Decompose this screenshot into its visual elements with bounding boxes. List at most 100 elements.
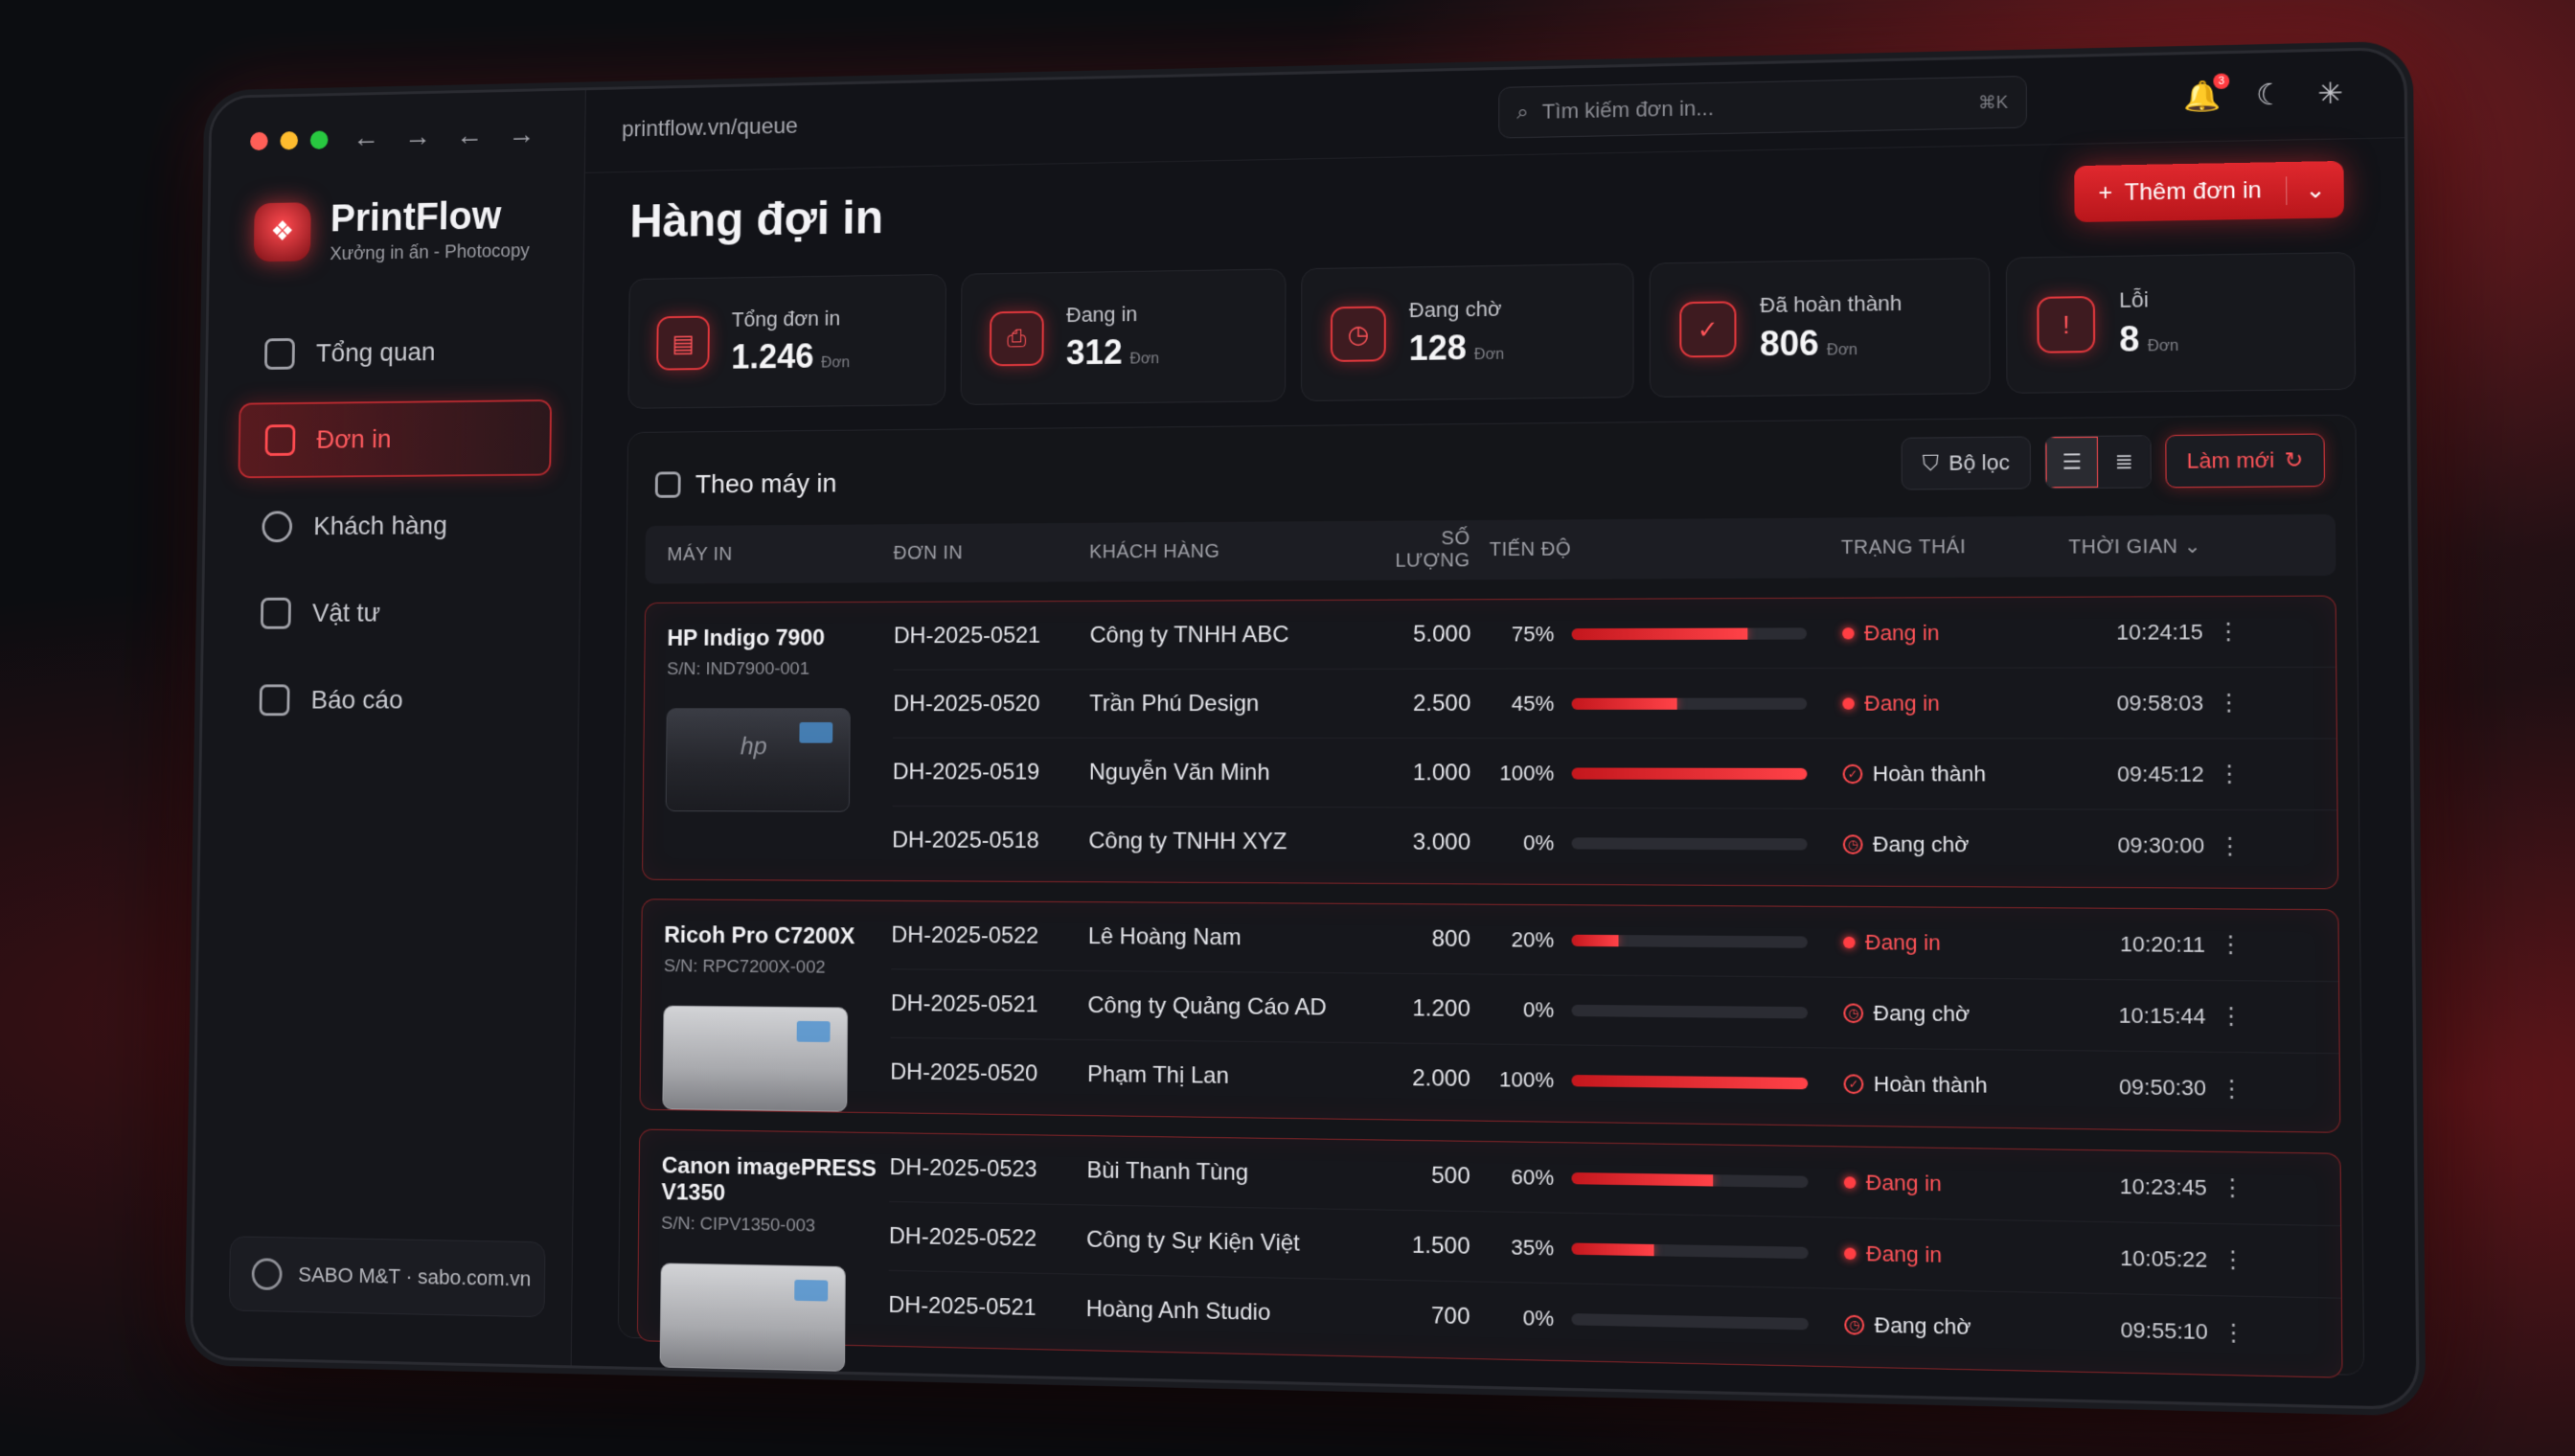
status-label: Đang chờ — [1873, 1000, 1971, 1026]
customer-name: Công ty Sự Kiện Việt — [1086, 1225, 1300, 1257]
progress-bar — [1571, 1004, 1809, 1018]
progress-fill — [1571, 1075, 1809, 1090]
header-time[interactable]: THỜI GIAN ⌄ — [2061, 534, 2201, 558]
order-time: 09:58:03 — [2116, 690, 2204, 716]
filter-button[interactable]: ⛉ Bộ lọc — [1901, 436, 2032, 490]
order-time: 09:55:10 — [2120, 1317, 2208, 1345]
back-arrow-icon[interactable]: ← — [456, 120, 484, 151]
progress-percent: 45% — [1511, 691, 1555, 716]
panel-title: Theo máy in — [654, 468, 837, 500]
search-input[interactable]: ⌕ Tìm kiếm đơn in... ⌘K — [1498, 75, 2028, 139]
status-badge: Đang in — [1843, 1170, 2065, 1198]
footer-card[interactable]: SABO M&T · sabo.com.vn — [228, 1236, 546, 1318]
progress-percent: 60% — [1511, 1164, 1555, 1190]
top-icons: 🔔 3 ☾ ✳ — [2183, 73, 2344, 114]
footer-text: SABO M&T · sabo.com.vn — [298, 1263, 532, 1291]
sidebar-item-print-orders[interactable]: Đơn in — [238, 399, 553, 479]
table-row[interactable]: DH-2025-0521 Công ty TNHH ABC 5.000 75% Đang… — [893, 596, 2336, 671]
url-bar[interactable]: printflow.vn/queue — [621, 113, 799, 143]
header-order[interactable]: ĐƠN IN — [893, 541, 964, 564]
more-actions-icon[interactable]: ⋮ — [2217, 832, 2243, 860]
quantity: 1.500 — [1411, 1231, 1470, 1260]
users-icon — [262, 511, 293, 543]
stat-card-printing: ⎙ Đang in 312 Đơn — [960, 268, 1287, 405]
order-time: 10:05:22 — [2120, 1244, 2208, 1272]
sidebar: ← → ← → ❖ PrintFlow Xưởng in ấn - Photoc… — [192, 90, 586, 1366]
status-label: Đang in — [1865, 1240, 1943, 1267]
forward-arrow-icon[interactable]: → — [403, 121, 432, 152]
status-badge: ◷ Đang chờ — [1843, 1000, 2063, 1028]
table-row[interactable]: DH-2025-0518 Công ty TNHH XYZ 3.000 0% ◷ Đang… — [892, 807, 2337, 882]
status-badge: ✓ Hoàn thành — [1843, 1071, 2064, 1100]
progress-fill — [1571, 934, 1619, 946]
add-order-button[interactable]: + Thêm đơn in ⌄ — [2074, 160, 2344, 223]
settings-icon[interactable]: ✳ — [2317, 78, 2344, 111]
printer-info[interactable]: Ricoh Pro C7200X S/N: RPC7200X-002 — [662, 922, 885, 1112]
progress-cell: 60% — [1490, 1164, 1844, 1194]
sidebar-item-overview[interactable]: Tổng quan — [239, 312, 553, 392]
progress-bar — [1571, 837, 1808, 851]
header-customer[interactable]: KHÁCH HÀNG — [1089, 540, 1220, 562]
forward-arrow-icon[interactable]: → — [508, 119, 536, 150]
customer-name: Trần Phú Design — [1089, 690, 1260, 717]
printer-info[interactable]: HP Indigo 7900 S/N: IND7900-001 hp — [665, 626, 889, 812]
compact-view-icon[interactable]: ≣ — [2097, 436, 2151, 488]
printer-screen — [794, 1279, 829, 1302]
more-actions-icon[interactable]: ⋮ — [2219, 1075, 2245, 1103]
progress-bar — [1571, 1313, 1809, 1331]
brand-name: PrintFlow — [330, 193, 502, 240]
printer-info[interactable]: Canon imagePRESS V1350 S/N: CIPV1350-003 — [659, 1153, 884, 1373]
progress-percent: 0% — [1523, 830, 1555, 855]
sidebar-item-reports[interactable]: Báo cáo — [234, 662, 549, 739]
progress-fill — [1571, 1241, 1654, 1256]
status-badge: Đang in — [1843, 929, 2063, 956]
more-actions-icon[interactable]: ⋮ — [2216, 689, 2242, 717]
theme-icon[interactable]: ☾ — [2255, 79, 2284, 112]
more-actions-icon[interactable]: ⋮ — [2218, 931, 2244, 959]
bell-icon[interactable]: 🔔 3 — [2183, 73, 2230, 114]
more-actions-icon[interactable]: ⋮ — [2220, 1173, 2245, 1202]
order-id: DH-2025-0520 — [893, 690, 1040, 717]
back-arrow-icon[interactable]: ← — [353, 122, 380, 153]
table-row[interactable]: DH-2025-0519 Nguyễn Văn Minh 1.000 100% ✓ Hoà… — [892, 738, 2337, 811]
printer-group: HP Indigo 7900 S/N: IND7900-001 hp DH-2025-… — [642, 595, 2339, 890]
printer-serial: S/N: CIPV1350-003 — [661, 1213, 816, 1237]
status-label: Đang chờ — [1872, 831, 1970, 857]
printing-dot-icon — [1844, 1246, 1857, 1260]
table-row[interactable]: DH-2025-0520 Phạm Thị Lan 2.000 100% ✓ Hoàn t… — [890, 1038, 2339, 1126]
close-window-button[interactable] — [250, 131, 268, 151]
stat-unit: Đơn — [1826, 341, 1857, 359]
box-icon — [260, 597, 291, 629]
more-actions-icon[interactable]: ⋮ — [2216, 618, 2242, 646]
more-actions-icon[interactable]: ⋮ — [2217, 761, 2243, 788]
progress-fill — [1571, 627, 1748, 640]
chevron-down-icon[interactable]: ⌄ — [2286, 174, 2344, 205]
company-logo-icon — [251, 1258, 283, 1291]
table-row[interactable]: DH-2025-0522 Lê Hoàng Nam 800 20% Đang in 10:… — [891, 900, 2338, 983]
printer-serial: S/N: RPC7200X-002 — [663, 956, 826, 978]
printer-group: Canon imagePRESS V1350 S/N: CIPV1350-003 D… — [636, 1128, 2343, 1378]
header-printer[interactable]: MÁY IN — [667, 543, 733, 565]
progress-cell: 45% — [1491, 691, 1843, 717]
more-actions-icon[interactable]: ⋮ — [2221, 1246, 2245, 1274]
refresh-button[interactable]: Làm mới ↻ — [2165, 433, 2326, 489]
browser-nav: ← → ← → — [353, 119, 536, 154]
progress-cell: 20% — [1490, 926, 1843, 954]
header-status[interactable]: TRẠNG THÁI — [1840, 535, 1967, 558]
header-progress[interactable]: TIẾN ĐỘ — [1489, 538, 1572, 560]
stat-card-errors: ! Lỗi 8 Đơn — [2005, 252, 2357, 394]
page-title: Hàng đợi in — [629, 191, 884, 248]
document-icon — [264, 424, 296, 456]
more-actions-icon[interactable]: ⋮ — [2221, 1318, 2246, 1347]
header-quantity[interactable]: SỐ LƯỢNG — [1395, 528, 1470, 572]
minimize-window-button[interactable] — [280, 131, 299, 150]
list-view-icon[interactable]: ☰ — [2045, 436, 2099, 489]
more-actions-icon[interactable]: ⋮ — [2219, 1002, 2244, 1031]
printer-group: Ricoh Pro C7200X S/N: RPC7200X-002 DH-2025… — [639, 899, 2341, 1133]
sidebar-item-customers[interactable]: Khách hàng — [237, 487, 551, 564]
maximize-window-button[interactable] — [309, 130, 329, 149]
progress-percent: 20% — [1511, 926, 1555, 952]
sidebar-item-supplies[interactable]: Vật tư — [236, 574, 550, 651]
table-row[interactable]: DH-2025-0520 Trần Phú Design 2.500 45% Đang … — [893, 668, 2336, 739]
printer-image — [662, 1005, 849, 1112]
